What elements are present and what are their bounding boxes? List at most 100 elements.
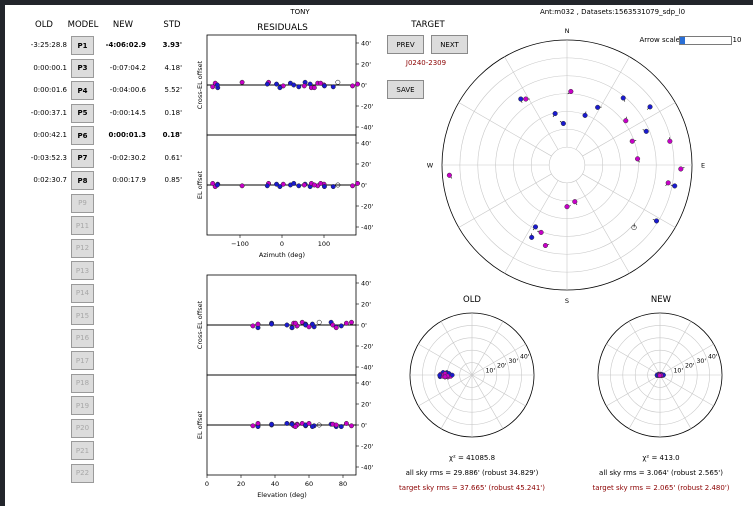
model-param-button[interactable]: P12 xyxy=(71,238,94,258)
model-param-button[interactable]: P19 xyxy=(71,396,94,415)
residual-point xyxy=(296,183,302,189)
azimuth-spoke xyxy=(575,56,630,150)
residual-point xyxy=(239,79,245,85)
residual-point xyxy=(277,85,283,91)
offset-point xyxy=(449,372,455,378)
ring-label: 20' xyxy=(685,363,695,370)
row-new-value: -0:04:00.6 xyxy=(109,86,146,94)
residual-point xyxy=(338,323,344,329)
ring-label: 10' xyxy=(673,367,683,374)
y-tick-label: 0' xyxy=(361,81,367,89)
sky-point xyxy=(643,128,649,134)
offset-point xyxy=(442,374,448,380)
model-param-button[interactable]: P11 xyxy=(71,216,94,235)
sky-point xyxy=(532,224,539,230)
next-button[interactable]: NEXT xyxy=(431,35,468,54)
model-param-button[interactable]: P18 xyxy=(71,373,94,393)
model-param-button[interactable]: P17 xyxy=(71,351,94,370)
y-tick-label: -40' xyxy=(361,123,374,131)
sky-south-label: S xyxy=(565,297,569,305)
y-tick-label: -20' xyxy=(361,342,374,350)
residual-point xyxy=(355,81,361,87)
polar-old-target-rms: target sky rms = 37.665' (robust 45.241'… xyxy=(399,484,545,492)
model-param-button[interactable]: P15 xyxy=(71,306,94,325)
sky-point xyxy=(678,166,684,172)
y-tick-label: 0' xyxy=(361,321,367,329)
polar-new-target-rms: target sky rms = 2.065' (robust 2.480') xyxy=(592,484,730,492)
model-param-button[interactable]: P3 xyxy=(71,58,94,78)
x-tick-label: 80 xyxy=(339,480,347,488)
offset-spoke xyxy=(418,374,473,407)
arrow-scale-fill xyxy=(680,37,686,44)
offset-spoke xyxy=(471,374,526,407)
model-param-button[interactable]: P16 xyxy=(71,328,94,348)
y-tick-label: 20' xyxy=(361,400,371,408)
sky-point xyxy=(631,224,637,231)
residual-point xyxy=(255,420,261,426)
model-param-button[interactable]: P1 xyxy=(71,36,94,55)
sky-point xyxy=(564,204,570,210)
y-tick-label: 20' xyxy=(361,60,371,68)
residual-point xyxy=(321,184,327,190)
ring-label: 30' xyxy=(696,358,706,365)
x-axis-label: Elevation (deg) xyxy=(257,491,307,499)
model-param-button[interactable]: P13 xyxy=(71,261,94,280)
model-param-button[interactable]: P22 xyxy=(71,463,94,483)
sky-north-label: N xyxy=(565,27,570,35)
model-param-button[interactable]: P8 xyxy=(71,171,94,190)
offset-spoke xyxy=(628,321,661,376)
residual-point xyxy=(284,322,290,328)
model-param-button[interactable]: P20 xyxy=(71,418,94,438)
sky-point xyxy=(538,229,544,235)
row-old-value: -0:03:52.3 xyxy=(30,153,67,162)
sky-point xyxy=(582,112,588,118)
model-param-button[interactable]: P5 xyxy=(71,103,94,123)
sky-point xyxy=(623,118,629,124)
offset-spoke xyxy=(440,374,473,429)
x-tick-label: 0 xyxy=(280,240,284,248)
residual-point xyxy=(210,84,216,90)
offset-spoke xyxy=(471,343,526,376)
y-tick-label: -20' xyxy=(361,442,374,450)
residual-point xyxy=(274,181,279,187)
x-tick-label: 20 xyxy=(237,480,245,488)
y-tick-label: 40' xyxy=(361,39,371,47)
x-tick-label: 100 xyxy=(318,240,330,248)
row-old-value: 0:00:42.1 xyxy=(33,131,67,139)
save-button[interactable]: SAVE xyxy=(387,80,424,99)
residual-point xyxy=(296,84,302,90)
residual-point xyxy=(306,324,312,330)
model-param-button[interactable]: P6 xyxy=(71,126,94,145)
azimuth-spoke xyxy=(458,102,552,157)
residual-point xyxy=(309,321,315,327)
row-std-value: 4.18' xyxy=(164,63,182,72)
model-param-button[interactable]: P9 xyxy=(71,193,94,213)
residual-point xyxy=(239,183,245,189)
residual-point xyxy=(311,182,317,188)
row-old-value: 0:00:01.6 xyxy=(33,86,67,94)
ring-label: 30' xyxy=(508,358,518,365)
model-param-button[interactable]: P4 xyxy=(71,81,94,100)
sky-point xyxy=(568,88,574,95)
y-tick-label: -40' xyxy=(361,223,374,231)
residual-point xyxy=(250,323,256,329)
residual-point xyxy=(333,325,339,331)
residual-point xyxy=(318,80,324,86)
model-param-button[interactable]: P21 xyxy=(71,441,94,460)
offset-spoke xyxy=(471,374,504,429)
residual-point xyxy=(250,423,256,429)
model-param-button[interactable]: P7 xyxy=(71,148,94,168)
polar-new-chi2: χ² = 413.0 xyxy=(642,454,680,462)
prev-button[interactable]: PREV xyxy=(387,35,424,54)
residual-point xyxy=(289,421,295,427)
residual-point xyxy=(321,83,327,89)
offset-spoke xyxy=(659,321,692,376)
residual-point xyxy=(350,183,356,189)
model-param-button[interactable]: P14 xyxy=(71,283,94,303)
ring-label: 40' xyxy=(708,353,718,360)
offset-spoke xyxy=(659,374,714,407)
residual-point xyxy=(349,319,354,325)
sky-point xyxy=(672,183,678,189)
polar-new-title: NEW xyxy=(650,295,672,305)
arrow-scale-slider[interactable] xyxy=(679,36,732,45)
